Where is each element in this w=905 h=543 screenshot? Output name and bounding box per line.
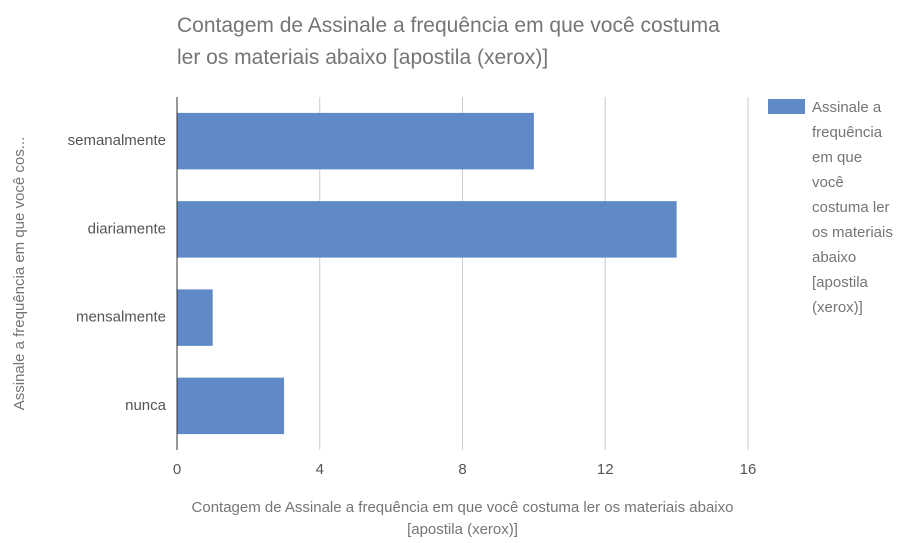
chart-title: Contagem de Assinale a frequência em que… — [177, 14, 720, 69]
bar — [177, 377, 285, 435]
y-tick-label: diariamente — [88, 220, 166, 237]
x-tick-label: 16 — [740, 461, 757, 478]
y-tick-label: nunca — [125, 397, 167, 414]
legend-swatch — [768, 99, 805, 114]
bar — [177, 201, 677, 258]
bar — [177, 112, 534, 170]
y-axis-label: Assinale a frequência em que você cos... — [11, 137, 28, 411]
bar — [177, 289, 213, 346]
x-tick-label: 4 — [316, 461, 324, 478]
y-tick-label: semanalmente — [68, 132, 166, 149]
legend-label: Assinale a frequência em que você costum… — [812, 99, 893, 316]
x-axis-label: Contagem de Assinale a frequência em que… — [191, 499, 734, 538]
x-tick-label: 0 — [173, 461, 181, 478]
x-tick-label: 12 — [597, 461, 614, 478]
y-tick-label: mensalmente — [76, 309, 166, 326]
x-tick-label: 8 — [458, 461, 466, 478]
